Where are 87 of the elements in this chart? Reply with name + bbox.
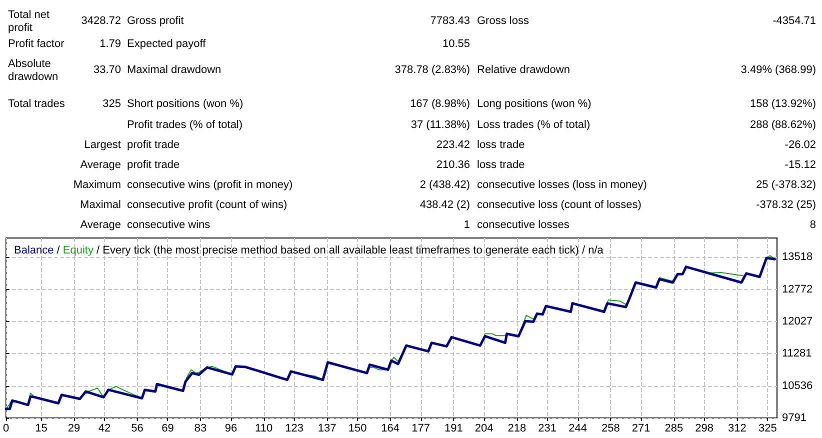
y-tick-label: 10536 — [782, 380, 813, 392]
text: Total net profit — [8, 9, 51, 35]
text: profit trade — [127, 159, 180, 172]
x-tick-label: 69 — [162, 422, 174, 434]
text: -26.02 — [784, 139, 816, 152]
text: 3428.72 — [81, 15, 121, 28]
text: 25 (-378.32) — [756, 179, 816, 192]
x-tick-label: 137 — [318, 422, 336, 434]
x-tick-label: 96 — [224, 422, 238, 434]
text: Every tick (the most precise method based on all available least timeframes to generate each tick) / n/a — [102, 244, 604, 256]
x-tick-label: 164 — [381, 422, 400, 434]
x-tick-label: 150 — [348, 422, 367, 434]
text: 33.70 — [93, 64, 121, 77]
text: Equity — [62, 244, 94, 256]
x-tick-label: 312 — [728, 422, 746, 434]
text: Profit trades (% of total) — [127, 119, 243, 132]
y-tick-label: 12027 — [782, 315, 813, 328]
x-tick-label: 325 — [758, 422, 777, 434]
text: consecutive losses (loss in money) — [477, 179, 647, 192]
y-tick-label: 13518 — [782, 251, 813, 264]
x-tick-label: 83 — [194, 422, 207, 434]
text: profit trade — [127, 139, 180, 152]
text: Profit factor — [8, 38, 66, 51]
text: Average — [80, 159, 121, 172]
text: Absolute drawdown — [8, 58, 60, 84]
text: consecutive losses — [477, 219, 570, 232]
text: loss trade — [477, 139, 525, 152]
text: 8 — [810, 219, 816, 232]
text: Average — [80, 219, 121, 232]
x-tick-label: 204 — [474, 422, 494, 434]
text: 158 (13.92%) — [750, 98, 816, 111]
x-tick-label: 285 — [664, 422, 684, 434]
text: Total trades — [8, 98, 66, 111]
x-tick-label: 56 — [131, 422, 144, 434]
x-tick-label: 15 — [35, 422, 48, 434]
x-tick-label: 177 — [412, 422, 430, 434]
text: Largest — [84, 139, 121, 152]
text: -378.32 (25) — [756, 199, 816, 212]
text: Maximal drawdown — [127, 64, 222, 77]
text: consecutive wins (profit in money) — [127, 179, 293, 192]
text: 438.42 (2) — [420, 199, 470, 212]
x-tick-label: 42 — [98, 422, 111, 434]
text: Long positions (won %) — [477, 98, 592, 111]
text: 167 (8.98%) — [410, 98, 470, 111]
annotation: / — [93, 244, 103, 256]
x-tick-label: 123 — [285, 422, 304, 434]
text: consecutive wins — [127, 219, 210, 232]
text: -4354.71 — [772, 15, 816, 28]
text: Relative drawdown — [477, 64, 570, 77]
x-tick-label: 0 — [2, 422, 10, 434]
text: 1.79 — [100, 38, 121, 51]
text: loss trade — [477, 159, 525, 172]
x-tick-label: 231 — [538, 422, 557, 434]
text: consecutive profit (count of wins) — [127, 199, 288, 212]
x-tick-label: 258 — [601, 422, 620, 434]
text: 288 (88.62%) — [750, 119, 816, 132]
text: Gross loss — [477, 15, 529, 28]
x-tick-label: 271 — [632, 422, 650, 434]
y-tick-label: 12772 — [782, 283, 813, 296]
y-tick-label: 9791 — [782, 412, 806, 424]
text: Maximal — [80, 199, 121, 212]
text: 325 — [102, 98, 121, 111]
text: Maximum — [73, 179, 121, 192]
text: Loss trades (% of total) — [477, 119, 590, 132]
x-tick-label: 298 — [695, 422, 714, 434]
text: 210.36 — [436, 159, 470, 172]
x-tick-label: 244 — [568, 422, 587, 434]
text: 3.49% (368.99) — [740, 64, 816, 77]
text: 10.55 — [442, 38, 470, 51]
text: consecutive loss (count of losses) — [477, 199, 642, 212]
text: Short positions (won %) — [127, 98, 244, 111]
x-tick-label: 29 — [68, 422, 80, 434]
text: -15.12 — [784, 159, 816, 172]
text: 1 — [464, 219, 470, 232]
text: 2 (438.42) — [420, 179, 470, 192]
text: 7783.43 — [430, 15, 470, 28]
y-tick-label: 11281 — [782, 348, 812, 360]
text: 37 (11.38%) — [410, 119, 470, 132]
text: Expected payoff — [127, 38, 206, 51]
x-tick-label: 110 — [255, 422, 273, 434]
text: 378.78 (2.83%) — [394, 64, 470, 77]
text: Gross profit — [127, 15, 184, 28]
text: Balance — [14, 244, 54, 256]
text: 223.42 — [436, 139, 470, 152]
x-tick-label: 191 — [444, 422, 463, 434]
annotation: / — [54, 244, 63, 256]
x-tick-label: 218 — [508, 422, 526, 434]
